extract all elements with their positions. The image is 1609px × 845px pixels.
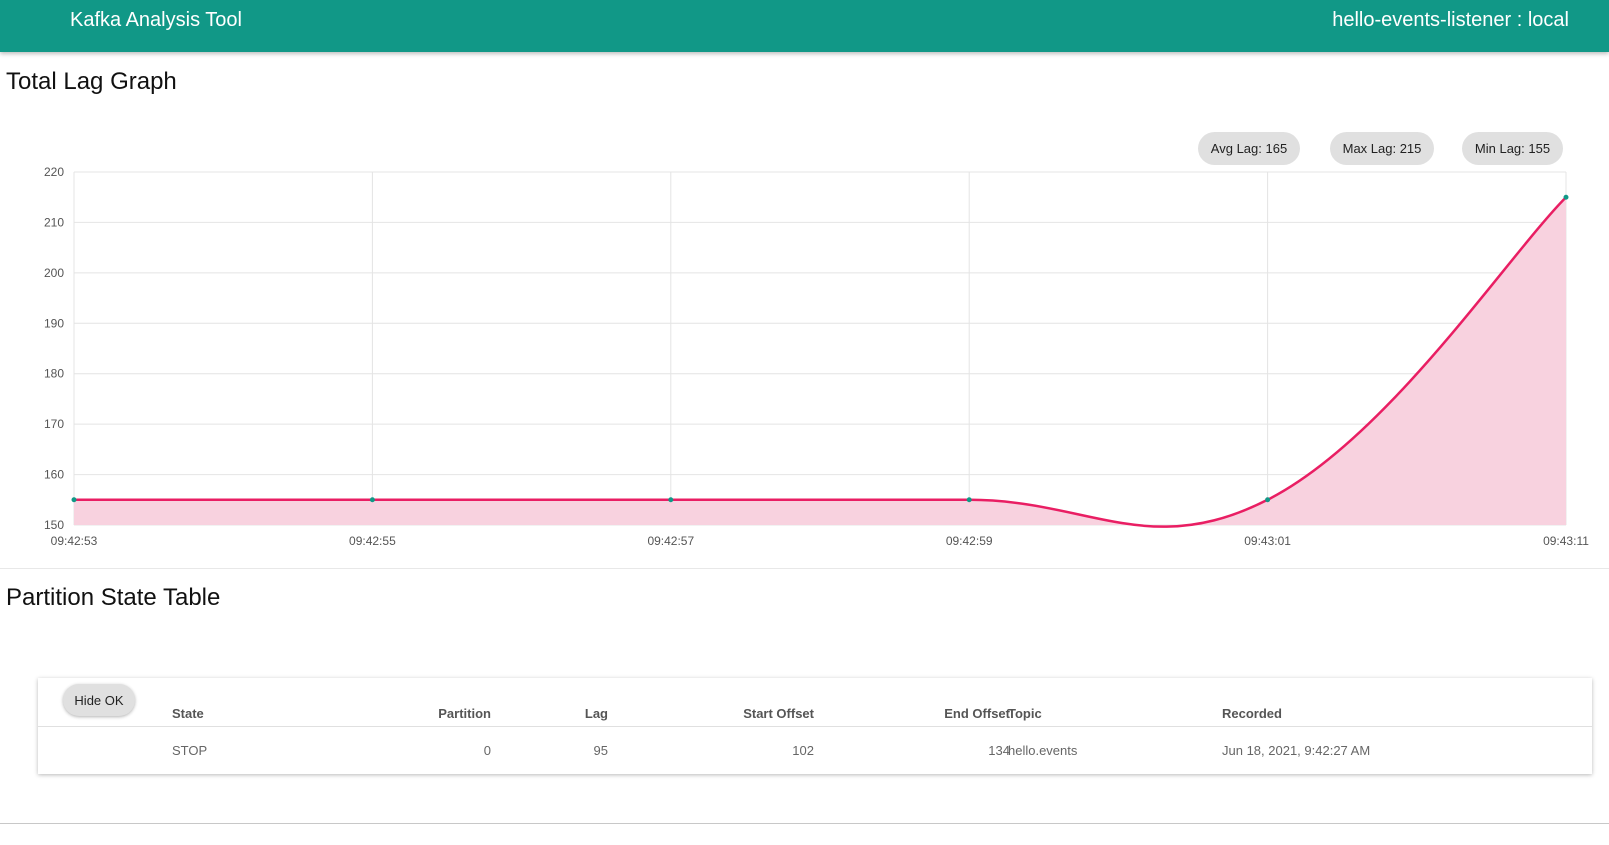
- column-header-partition[interactable]: Partition: [438, 706, 491, 721]
- column-header-start-offset[interactable]: Start Offset: [743, 706, 814, 721]
- partition-table-title: Partition State Table: [6, 584, 221, 611]
- cell-start-offset: 102: [792, 743, 814, 758]
- x-tick-label: 09:42:59: [946, 534, 993, 548]
- x-tick-label: 09:42:57: [647, 534, 694, 548]
- x-tick-label: 09:42:55: [349, 534, 396, 548]
- app-bar: Kafka Analysis Tool hello-events-listene…: [0, 0, 1609, 52]
- cell-lag: 95: [593, 743, 608, 758]
- min-lag-chip[interactable]: Min Lag: 155: [1462, 132, 1563, 165]
- column-header-end-offset[interactable]: End Offset: [944, 706, 1010, 721]
- cell-end-offset: 134: [988, 743, 1010, 758]
- partition-state-table: Hide OK State Partition Lag Start Offset…: [38, 678, 1592, 774]
- column-header-lag[interactable]: Lag: [584, 706, 608, 721]
- x-tick-label: 09:42:53: [51, 534, 98, 548]
- y-tick-label: 190: [44, 316, 64, 330]
- total-lag-chart: 150 160 170 180 190 200 210 220 09:42:53 09:42:55…: [44, 165, 1589, 548]
- lag-line: [73, 196, 1567, 528]
- column-header-topic[interactable]: Topic: [1008, 706, 1042, 721]
- data-point: [1563, 194, 1569, 200]
- cell-state: STOP: [172, 743, 208, 758]
- y-tick-label: 220: [44, 165, 64, 179]
- y-tick-label: 180: [44, 367, 64, 381]
- column-header-recorded[interactable]: Recorded: [1222, 706, 1282, 721]
- lag-area-fill: [74, 197, 1566, 527]
- avg-lag-chip[interactable]: Avg Lag: 165: [1198, 132, 1300, 165]
- y-tick-label: 210: [44, 215, 64, 229]
- y-tick-label: 160: [44, 468, 64, 482]
- cell-recorded: Jun 18, 2021, 9:42:27 AM: [1222, 743, 1371, 758]
- section-divider: [0, 568, 1609, 569]
- data-point: [966, 497, 972, 503]
- y-tick-label: 170: [44, 417, 64, 431]
- app-title: Kafka Analysis Tool: [70, 9, 242, 31]
- x-tick-label: 09:43:11: [1543, 534, 1589, 548]
- cell-partition: 0: [483, 743, 491, 758]
- column-header-state[interactable]: State: [172, 706, 204, 721]
- table-header-row: Hide OK State Partition Lag Start Offset…: [38, 678, 1592, 727]
- cell-topic: hello.events: [1008, 743, 1078, 758]
- data-point: [668, 497, 674, 503]
- data-point: [369, 497, 375, 503]
- hide-ok-button[interactable]: Hide OK: [63, 684, 135, 716]
- max-lag-chip[interactable]: Max Lag: 215: [1330, 132, 1434, 165]
- y-tick-label: 200: [44, 266, 64, 280]
- footer-divider: [0, 823, 1609, 824]
- y-tick-label: 150: [44, 518, 64, 532]
- x-tick-label: 09:43:01: [1244, 534, 1291, 548]
- app-context-label: hello-events-listener : local: [1332, 9, 1569, 31]
- data-point: [71, 497, 77, 503]
- lag-graph-title: Total Lag Graph: [6, 68, 177, 95]
- data-point: [1265, 497, 1271, 503]
